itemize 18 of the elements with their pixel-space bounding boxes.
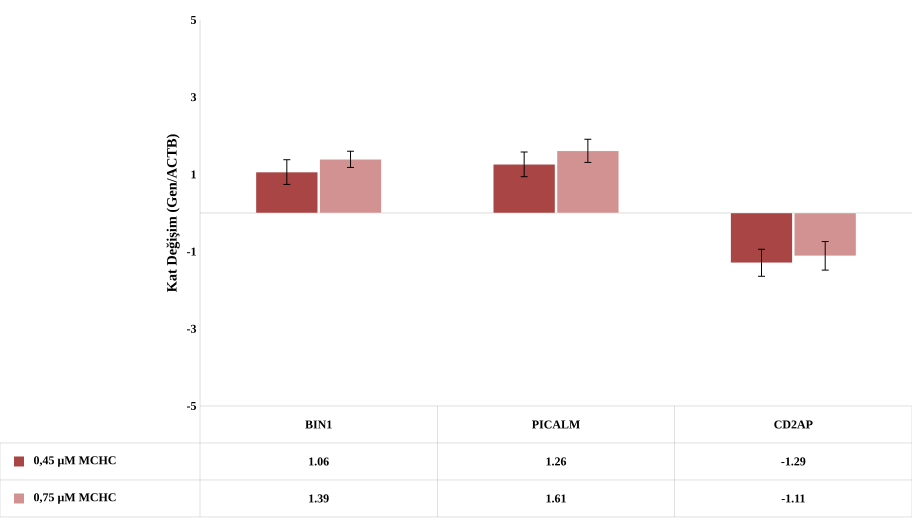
x-tick-label: CD2AP (774, 420, 813, 428)
x-tick-label: PICALM (532, 420, 580, 428)
y-axis-title: Kat Değişim (Gen/ACTB) (166, 134, 180, 292)
data-label: -1.29 (781, 457, 806, 466)
data-label: 1.26 (546, 457, 566, 466)
y-tick-label: 5 (190, 16, 196, 24)
y-tick-label: -5 (186, 402, 196, 410)
legend-label: 0,75 µM MCHC (34, 493, 116, 504)
legend-label: 0,45 µM MCHC (34, 456, 116, 467)
data-label: -1.11 (782, 494, 805, 503)
y-tick-label: -1 (186, 248, 196, 256)
y-tick-label: 3 (190, 93, 196, 102)
data-label: 1.61 (546, 494, 566, 503)
data-label: 1.06 (309, 457, 329, 466)
data-label: 1.39 (309, 494, 329, 503)
y-tick-label: 1 (191, 170, 196, 178)
x-tick-label: BIN1 (305, 420, 332, 428)
y-tick-label: -3 (186, 324, 196, 333)
